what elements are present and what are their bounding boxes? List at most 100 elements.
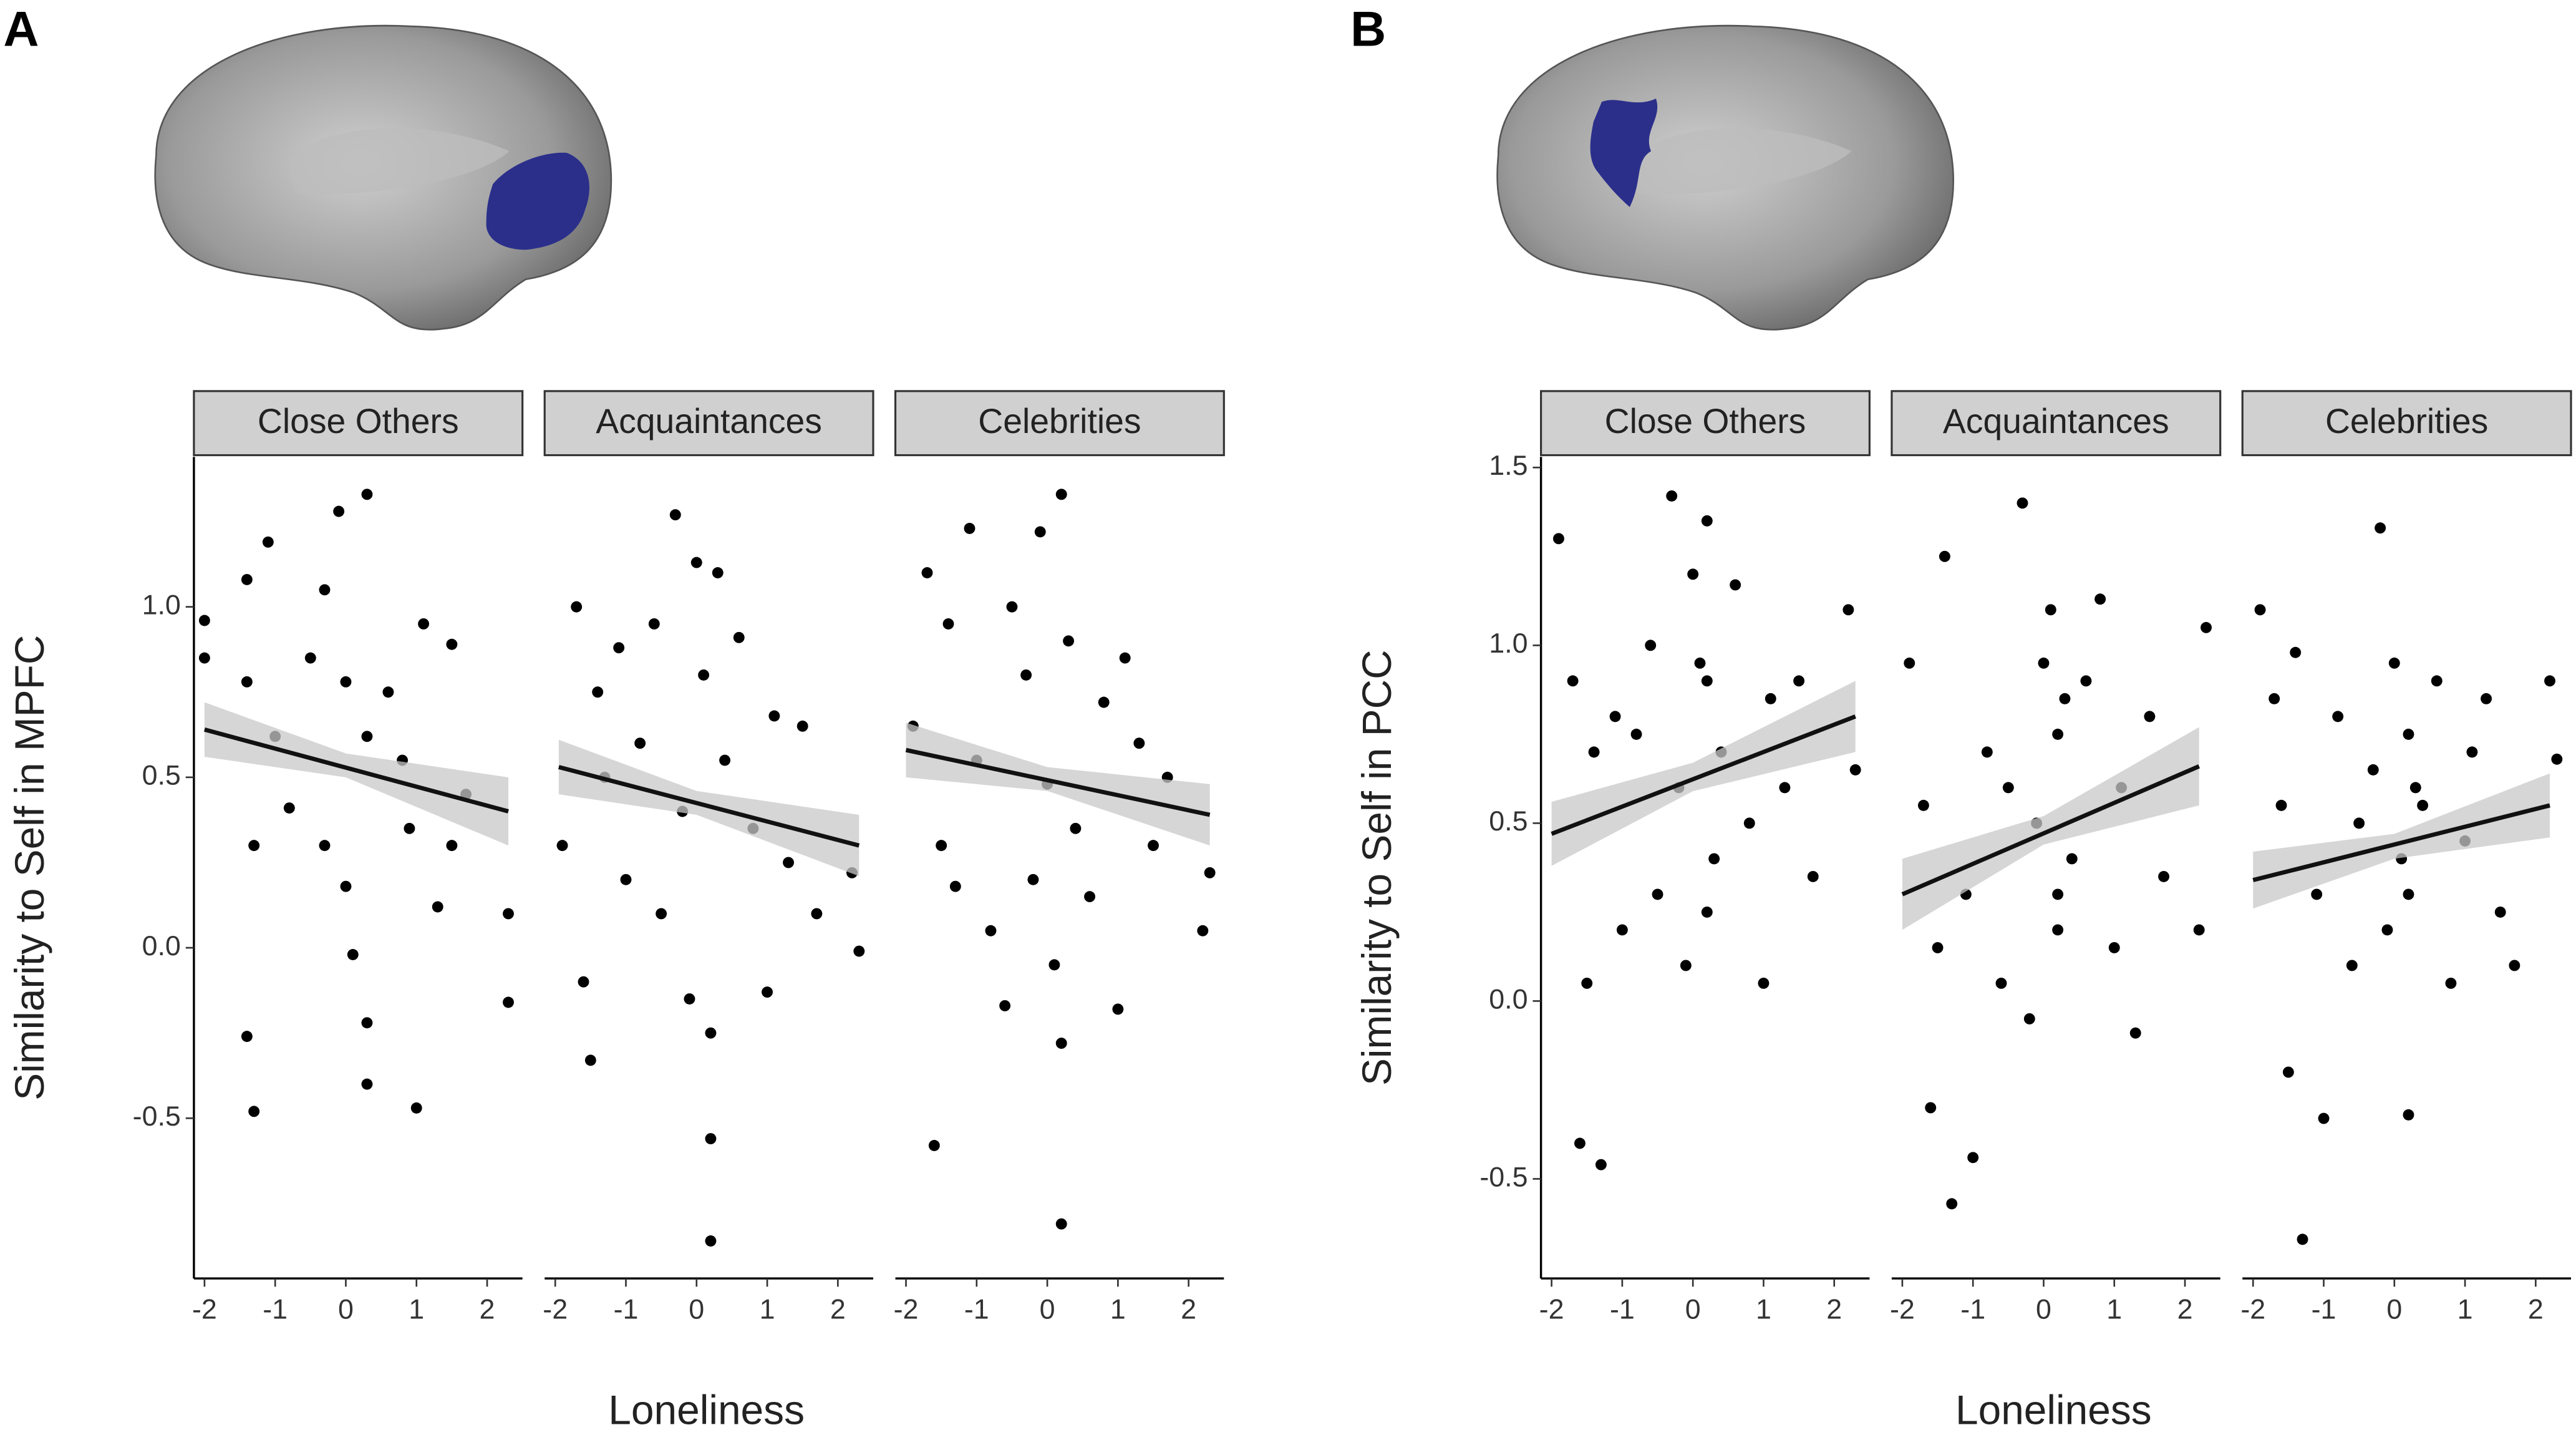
data-point	[2023, 1013, 2035, 1024]
facet-strip-label: Close Others	[258, 402, 459, 440]
data-point	[304, 652, 316, 664]
data-point	[2417, 799, 2429, 811]
data-point	[1708, 853, 1720, 865]
x-axis-label: Loneliness	[608, 1386, 805, 1433]
x-tick-label: 1	[2106, 1294, 2122, 1325]
y-tick-label: 0.5	[1489, 805, 1528, 837]
data-point	[1148, 840, 1159, 852]
data-point	[1701, 906, 1713, 918]
data-point	[584, 1054, 596, 1066]
data-point	[1084, 891, 1096, 903]
data-point	[2403, 888, 2414, 900]
data-point	[2297, 1233, 2308, 1245]
data-point	[2052, 728, 2064, 740]
data-point	[949, 880, 961, 892]
x-tick-label: -2	[1539, 1294, 1564, 1325]
data-point	[797, 720, 808, 732]
facet-strip-label: Acquaintances	[1943, 402, 2169, 440]
x-tick-label: -1	[614, 1294, 639, 1325]
data-point	[1939, 550, 1950, 562]
facet-strip-label: Close Others	[1605, 402, 1806, 440]
data-point	[2551, 753, 2563, 765]
data-point	[446, 840, 458, 852]
data-point	[1119, 652, 1131, 664]
data-point	[446, 638, 458, 650]
data-point	[319, 840, 331, 852]
data-point	[2431, 675, 2443, 687]
data-point	[1034, 526, 1046, 538]
fit-line	[1901, 764, 2201, 897]
data-point	[1588, 746, 1600, 758]
data-point	[2494, 906, 2506, 918]
data-point	[999, 1000, 1011, 1011]
y-tick-label: 1.5	[1489, 450, 1528, 481]
data-point	[1842, 604, 1854, 616]
data-point	[2066, 853, 2078, 865]
data-point	[705, 1027, 717, 1039]
y-axis-label: Similarity to Self in MPFC	[6, 635, 52, 1101]
data-point	[2059, 693, 2071, 704]
x-axis-label: Loneliness	[1955, 1386, 2152, 1433]
data-point	[705, 1133, 717, 1145]
data-point	[613, 642, 625, 654]
data-point	[198, 615, 210, 626]
x-tick-label: 1	[1110, 1294, 1126, 1325]
x-tick-label: 1	[1756, 1294, 1771, 1325]
data-point	[241, 1031, 253, 1043]
data-point	[684, 993, 695, 1005]
data-point	[361, 489, 373, 500]
data-point	[2445, 977, 2457, 989]
data-point	[2509, 960, 2520, 971]
x-tick-label: 0	[2386, 1294, 2402, 1325]
data-point	[1616, 924, 1628, 936]
data-point	[1701, 515, 1713, 527]
data-point	[648, 618, 660, 630]
data-point	[2332, 711, 2344, 722]
data-point	[1574, 1137, 1586, 1149]
x-tick-label: 2	[1181, 1294, 1196, 1325]
x-tick-label: 2	[830, 1294, 846, 1325]
x-tick-label: -1	[1960, 1294, 1985, 1325]
data-point	[1027, 873, 1039, 885]
data-point	[241, 573, 253, 585]
data-point	[921, 567, 933, 578]
data-point	[733, 631, 745, 643]
panel-label: A	[3, 1, 39, 57]
data-point	[2544, 675, 2555, 687]
x-tick-label: 2	[2177, 1294, 2193, 1325]
facet-strip	[193, 390, 524, 457]
fit-line	[1551, 714, 1856, 836]
data-point	[248, 1106, 260, 1117]
data-point	[1758, 977, 1770, 989]
data-point	[853, 945, 865, 957]
data-point	[2108, 941, 2120, 953]
x-tick-label: 0	[2036, 1294, 2051, 1325]
y-tick-label: -0.5	[1479, 1161, 1528, 1192]
data-point	[1133, 737, 1145, 749]
x-tick-label: -2	[543, 1294, 568, 1325]
data-point	[1006, 601, 1018, 613]
data-point	[2346, 960, 2358, 971]
y-tick-label: 1.0	[1489, 628, 1528, 659]
facet-strip-label: Celebrities	[2325, 402, 2488, 440]
data-point	[2017, 497, 2028, 509]
data-point	[2269, 693, 2280, 704]
data-point	[1743, 817, 1755, 829]
data-point	[1070, 822, 1082, 834]
data-point	[2094, 593, 2106, 605]
fit-line	[558, 765, 860, 848]
data-point	[319, 584, 331, 596]
data-point	[768, 710, 780, 722]
data-point	[1687, 568, 1699, 580]
data-point	[1925, 1102, 1937, 1114]
data-point	[2318, 1112, 2330, 1124]
data-point	[333, 505, 345, 517]
data-point	[2002, 782, 2014, 794]
data-point	[2129, 1027, 2141, 1039]
data-point	[1652, 888, 1663, 900]
data-point	[556, 840, 568, 852]
x-tick-label: -1	[1610, 1294, 1635, 1325]
data-point	[1595, 1159, 1607, 1170]
x-tick-label: 1	[409, 1294, 424, 1325]
